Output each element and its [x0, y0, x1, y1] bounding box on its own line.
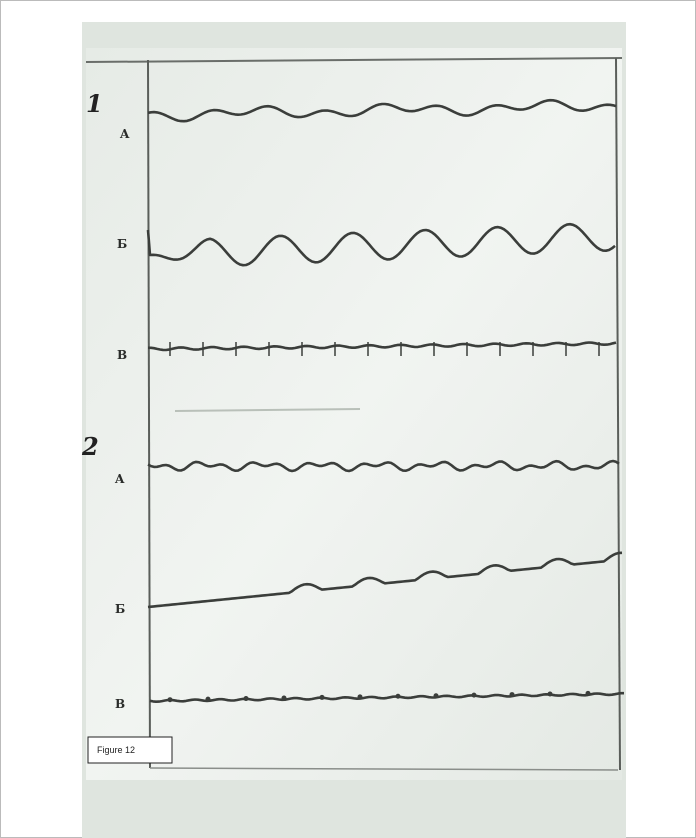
frame-left: [147, 59, 151, 769]
faint-line: [174, 408, 361, 412]
trace: [146, 222, 616, 267]
trace-dot: [471, 692, 477, 698]
trace-dot: [205, 696, 211, 702]
trace-label: A: [119, 127, 130, 141]
trace-label: Б: [115, 602, 125, 616]
trace: [147, 459, 620, 473]
trace-label: В: [117, 348, 127, 362]
trace-label: Б: [117, 237, 127, 251]
frame-top: [85, 57, 623, 63]
trace-dot: [433, 693, 439, 699]
trace-label: В: [115, 697, 125, 711]
trace: [147, 551, 623, 609]
trace-dot: [547, 691, 553, 697]
trace: [147, 98, 617, 123]
trace-dot: [167, 697, 173, 703]
trace-dot: [243, 696, 249, 702]
trace-dot: [585, 690, 591, 696]
caption: Figure 12: [97, 745, 135, 755]
trace: [149, 691, 624, 703]
panel-number: 2: [81, 432, 99, 461]
frame-bottom: [149, 767, 619, 771]
paper: [86, 48, 622, 780]
trace-label: A: [114, 472, 125, 486]
trace-dot: [281, 695, 287, 701]
panel-number: 1: [86, 89, 103, 118]
trace: [148, 341, 617, 352]
trace-dot: [357, 694, 363, 700]
trace-dot: [395, 693, 401, 699]
caption-box: [87, 736, 173, 764]
trace-dot: [319, 694, 325, 700]
trace-dot: [509, 692, 515, 698]
frame-right: [615, 57, 621, 771]
